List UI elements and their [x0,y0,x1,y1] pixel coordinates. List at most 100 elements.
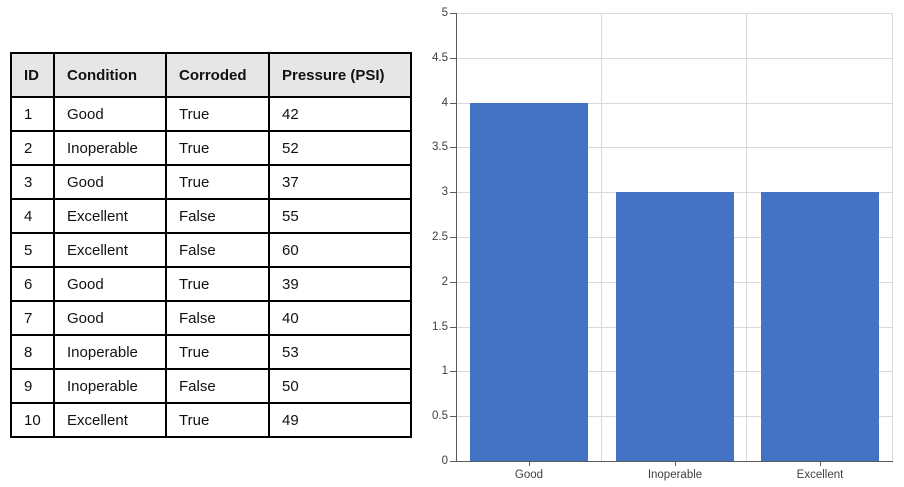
table-cell: False [165,368,270,404]
y-axis-tick [450,327,456,328]
table-cell: False [165,232,270,268]
table-cell: 1 [10,96,55,132]
table-cell: 8 [10,334,55,370]
y-axis-tick [450,282,456,283]
y-tick-label: 2 [441,276,448,288]
table-cell: 60 [268,232,412,268]
bar-excellent [761,192,879,461]
vertical-gridline [892,13,893,461]
horizontal-gridline [456,13,893,14]
table-row: 6 Good True 39 [10,266,412,302]
table-cell: 42 [268,96,412,132]
column-header: Condition [53,52,167,98]
y-axis-tick [450,461,456,462]
column-header: Pressure (PSI) [268,52,412,98]
table-cell: 7 [10,300,55,336]
table-cell: 37 [268,164,412,200]
vertical-gridline [746,13,747,461]
table-cell: Good [53,164,167,200]
table-body: 1 Good True 42 2 Inoperable True 52 3 Good True 37 4… [10,96,412,438]
column-header: ID [10,52,55,98]
plot-area [456,13,893,461]
table-cell: 2 [10,130,55,166]
table-cell: False [165,300,270,336]
table-row: 10 Excellent True 49 [10,402,412,438]
x-axis-tick [529,461,530,466]
table-cell: 39 [268,266,412,302]
table-cell: Good [53,266,167,302]
y-axis-tick [450,416,456,417]
y-tick-label: 0 [441,455,448,467]
table-cell: 55 [268,198,412,234]
table-row: 9 Inoperable False 50 [10,368,412,404]
y-tick-label: 5 [441,7,448,19]
table-cell: 9 [10,368,55,404]
table-cell: True [165,266,270,302]
table-row: ID Condition Corroded Pressure (PSI) [10,52,412,98]
y-axis-tick [450,371,456,372]
table-cell: 49 [268,402,412,438]
bar-inoperable [616,192,734,461]
y-tick-label: 1.5 [432,321,448,333]
table-cell: Excellent [53,198,167,234]
table-cell: 52 [268,130,412,166]
y-axis-tick [450,147,456,148]
table-row: 8 Inoperable True 53 [10,334,412,370]
table-cell: 3 [10,164,55,200]
table-cell: Good [53,96,167,132]
x-category-label: Good [514,469,544,481]
table-cell: True [165,164,270,200]
table-cell: 40 [268,300,412,336]
x-axis-tick [675,461,676,466]
bar-good [470,103,588,461]
y-axis-tick [450,13,456,14]
vertical-gridline [601,13,602,461]
table-cell: Inoperable [53,130,167,166]
table-cell: 6 [10,266,55,302]
y-axis-line [456,13,457,461]
horizontal-gridline [456,103,893,104]
y-axis-tick [450,237,456,238]
y-tick-label: 1 [441,365,448,377]
table-cell: Inoperable [53,334,167,370]
table-row: 1 Good True 42 [10,96,412,132]
y-tick-label: 0.5 [432,410,448,422]
table-cell: False [165,198,270,234]
x-category-label: Excellent [796,469,844,481]
y-axis-tick [450,192,456,193]
y-tick-label: 4.5 [432,52,448,64]
table-cell: True [165,334,270,370]
y-axis-tick [450,58,456,59]
table-header-row: ID Condition Corroded Pressure (PSI) [10,52,412,98]
table-cell: True [165,96,270,132]
pipe-data-table: ID Condition Corroded Pressure (PSI) 1 Good T… [10,52,412,438]
table-row: 5 Excellent False 60 [10,232,412,268]
table-cell: True [165,402,270,438]
table-cell: 10 [10,402,55,438]
table-row: 3 Good True 37 [10,164,412,200]
x-axis-tick [820,461,821,466]
x-category-label: Inoperable [647,469,703,481]
table-row: 4 Excellent False 55 [10,198,412,234]
y-tick-label: 3 [441,186,448,198]
table-cell: 53 [268,334,412,370]
y-tick-label: 2.5 [432,231,448,243]
table-row: 7 Good False 40 [10,300,412,336]
table-cell: True [165,130,270,166]
table-cell: 4 [10,198,55,234]
y-tick-label: 4 [441,97,448,109]
column-header: Corroded [165,52,270,98]
table-cell: Excellent [53,232,167,268]
table-row: 2 Inoperable True 52 [10,130,412,166]
table-cell: Inoperable [53,368,167,404]
table-cell: Good [53,300,167,336]
y-tick-label: 3.5 [432,141,448,153]
table-cell: Excellent [53,402,167,438]
table-cell: 5 [10,232,55,268]
horizontal-gridline [456,147,893,148]
x-axis-line [456,461,893,462]
table-cell: 50 [268,368,412,404]
bar-chart: 0 0.5 1 1.5 2 2.5 3 3.5 4 4.5 5 Good Inoperable Excel… [430,0,904,487]
y-axis-tick [450,103,456,104]
horizontal-gridline [456,58,893,59]
